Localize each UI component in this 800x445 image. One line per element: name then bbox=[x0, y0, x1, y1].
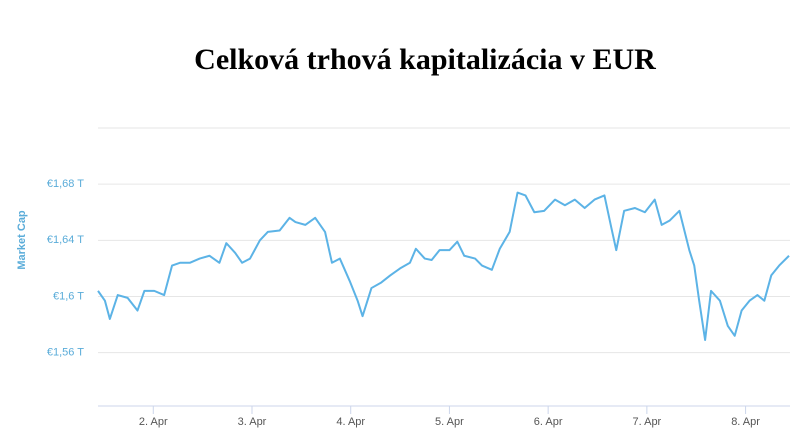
y-tick-label: €1,56 T bbox=[47, 347, 84, 359]
line-series bbox=[97, 191, 790, 342]
x-tick-label: 2. Apr bbox=[139, 416, 168, 428]
x-tick-label: 4. Apr bbox=[336, 416, 365, 428]
x-tick-label: 8. Apr bbox=[731, 416, 760, 428]
x-tick-label: 5. Apr bbox=[435, 416, 464, 428]
y-tick-label: €1,68 T bbox=[47, 178, 84, 190]
y-tick-label: €1,64 T bbox=[47, 234, 84, 246]
x-tick-label: 3. Apr bbox=[238, 416, 267, 428]
x-tick-label: 6. Apr bbox=[534, 416, 563, 428]
x-tick-label: 7. Apr bbox=[632, 416, 661, 428]
y-tick-label: €1,6 T bbox=[53, 290, 84, 302]
chart-title: Celková trhová kapitalizácia v EUR bbox=[194, 43, 656, 76]
y-axis-label: Market Cap bbox=[16, 210, 28, 270]
